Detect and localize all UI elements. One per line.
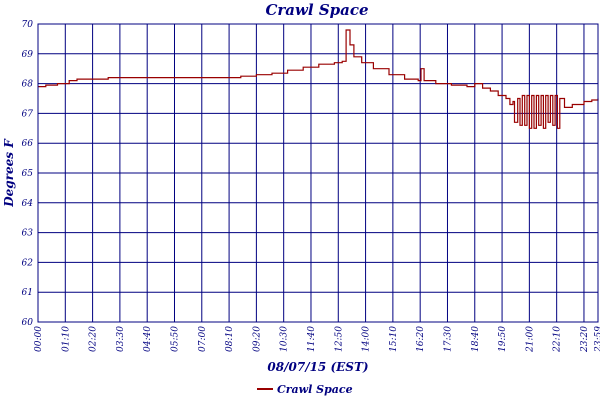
x-tick-label: 23:20 <box>580 326 590 353</box>
legend-label: Crawl Space <box>277 383 353 396</box>
x-axis-title: 08/07/15 (EST) <box>267 360 368 374</box>
x-tick-label: 10:30 <box>280 326 290 352</box>
x-tick-label: 00:00 <box>34 326 44 352</box>
x-tick-label: 18:40 <box>471 326 481 352</box>
x-tick-label: 12:50 <box>334 326 344 352</box>
x-tick-label: 21:00 <box>525 326 535 353</box>
x-tick-label: 16:20 <box>416 326 426 352</box>
x-tick-label: 14:00 <box>362 326 372 352</box>
chart-title: Crawl Space <box>265 1 368 19</box>
legend: Crawl Space <box>257 383 353 396</box>
y-tick-label: 63 <box>22 229 34 239</box>
x-tick-label: 05:50 <box>170 326 180 352</box>
x-tick-label: 07:00 <box>198 326 208 352</box>
x-tick-label: 09:20 <box>252 326 262 352</box>
x-tick-label: 08:10 <box>225 326 235 352</box>
x-tick-label: 01:10 <box>61 326 71 352</box>
x-tick-label: 03:30 <box>116 326 126 352</box>
y-tick-label: 65 <box>22 169 34 179</box>
y-axis-title: Degrees F <box>2 138 16 208</box>
y-tick-label: 69 <box>22 50 34 60</box>
x-tick-label: 22:10 <box>553 326 563 353</box>
y-tick-label: 68 <box>22 80 34 90</box>
x-tick-label: 19:50 <box>498 326 508 352</box>
x-tick-label: 15:10 <box>389 326 399 352</box>
y-tick-label: 66 <box>22 139 34 149</box>
x-tick-label: 02:20 <box>89 326 99 352</box>
series-layer <box>38 29 599 129</box>
y-tick-label: 60 <box>22 318 34 328</box>
x-tick-label: 17:30 <box>443 326 453 352</box>
y-tick-label: 61 <box>22 288 33 298</box>
series-line-crawl-space <box>38 29 599 129</box>
y-tick-label: 70 <box>22 20 34 30</box>
plot-frame <box>37 23 599 323</box>
x-tick-label: 23:59 <box>594 326 600 353</box>
y-tick-label: 67 <box>22 109 34 119</box>
y-tick-labels: 60 61 62 63 64 65 66 67 68 69 70 <box>22 20 34 328</box>
y-tick-label: 64 <box>22 199 34 209</box>
x-tick-label: 11:40 <box>307 326 317 352</box>
x-tick-labels: 00:00 01:10 02:20 03:30 04:40 05:50 07:00 08:10… <box>34 326 600 353</box>
x-tick-label: 04:40 <box>143 326 153 352</box>
y-tick-label: 62 <box>22 258 34 268</box>
